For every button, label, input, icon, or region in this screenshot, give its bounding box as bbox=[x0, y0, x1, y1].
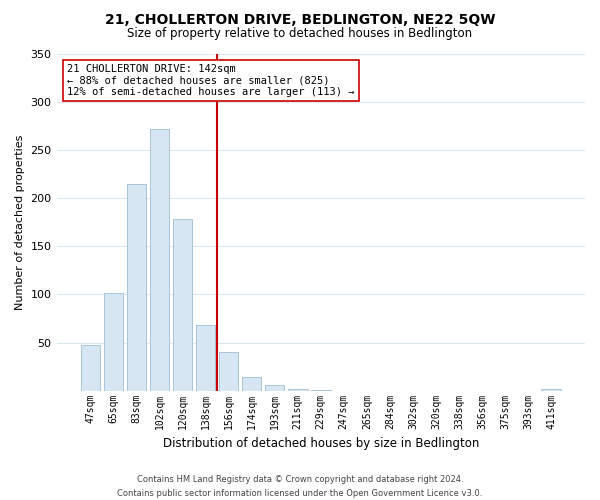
Text: Contains HM Land Registry data © Crown copyright and database right 2024.
Contai: Contains HM Land Registry data © Crown c… bbox=[118, 476, 482, 498]
Text: 21, CHOLLERTON DRIVE, BEDLINGTON, NE22 5QW: 21, CHOLLERTON DRIVE, BEDLINGTON, NE22 5… bbox=[105, 12, 495, 26]
Bar bbox=[265, 385, 284, 390]
Bar bbox=[127, 184, 146, 390]
Bar bbox=[173, 220, 193, 390]
Text: Size of property relative to detached houses in Bedlington: Size of property relative to detached ho… bbox=[127, 28, 473, 40]
Bar bbox=[219, 352, 238, 391]
Bar bbox=[288, 388, 308, 390]
Bar bbox=[149, 129, 169, 390]
Bar bbox=[242, 377, 262, 390]
X-axis label: Distribution of detached houses by size in Bedlington: Distribution of detached houses by size … bbox=[163, 437, 479, 450]
Y-axis label: Number of detached properties: Number of detached properties bbox=[15, 134, 25, 310]
Bar bbox=[80, 346, 100, 391]
Text: 21 CHOLLERTON DRIVE: 142sqm
← 88% of detached houses are smaller (825)
12% of se: 21 CHOLLERTON DRIVE: 142sqm ← 88% of det… bbox=[67, 64, 355, 98]
Bar bbox=[541, 388, 561, 390]
Bar bbox=[104, 294, 123, 390]
Bar bbox=[196, 325, 215, 390]
